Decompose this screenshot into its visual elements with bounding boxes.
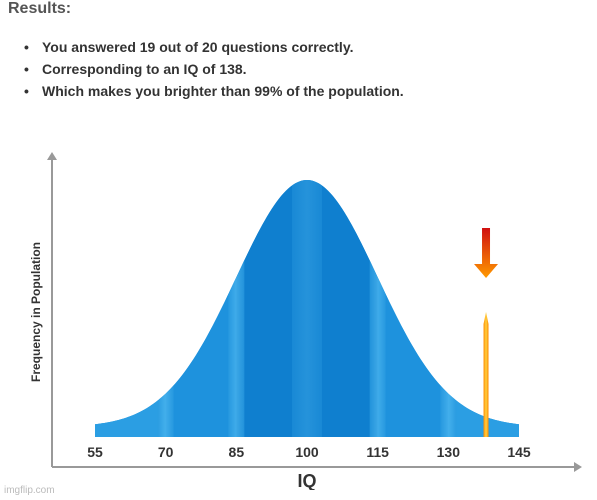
bell-curve [95,180,519,437]
curve-highlight-2 [292,180,322,437]
results-list: • You answered 19 out of 20 questions cor… [20,36,404,102]
result-item-percentile: • Which makes you brighter than 99% of th… [20,80,404,102]
result-item-score: • You answered 19 out of 20 questions cor… [20,36,404,58]
marker-stem [483,312,489,437]
x-axis-label: IQ [297,471,316,490]
x-tick-label: 145 [507,444,531,460]
result-item-iq: • Corresponding to an IQ of 138. [20,58,404,80]
watermark: imgflip.com [4,485,55,496]
result-item-text: Which makes you brighter than 99% of the… [42,83,404,99]
iq-distribution-chart: 55 70 85 100 115 130 145 IQ Frequency in Popul… [29,152,582,490]
x-tick-label: 55 [87,444,103,460]
iq-marker [474,228,499,437]
curve-band-0 [95,180,166,437]
result-item-text: You answered 19 out of 20 questions corr… [42,39,354,55]
curve-highlight-3 [369,180,386,437]
bullet-icon: • [24,61,29,77]
curve-band-1 [165,180,237,437]
x-tick-label: 70 [158,444,174,460]
x-tick-label: 130 [437,444,461,460]
y-axis-arrow-icon [47,152,57,160]
x-tick-label: 85 [229,444,245,460]
bullet-icon: • [24,83,29,99]
curve-highlight-1 [228,180,245,437]
curve-highlight-0 [157,180,174,437]
result-item-text: Corresponding to an IQ of 138. [42,61,247,77]
x-tick-label: 100 [295,444,319,460]
y-axis-label: Frequency in Population [29,242,43,382]
marker-arrow-icon [474,228,499,278]
x-axis-arrow-icon [574,462,582,472]
axes [47,152,582,472]
x-tick-label: 115 [366,444,389,460]
curve-highlight-4 [440,180,457,437]
bullet-icon: • [24,39,29,55]
x-tick-labels: 55 70 85 100 115 130 145 [87,444,531,460]
curve-band-4 [377,180,449,437]
results-heading: Results: [8,0,72,17]
